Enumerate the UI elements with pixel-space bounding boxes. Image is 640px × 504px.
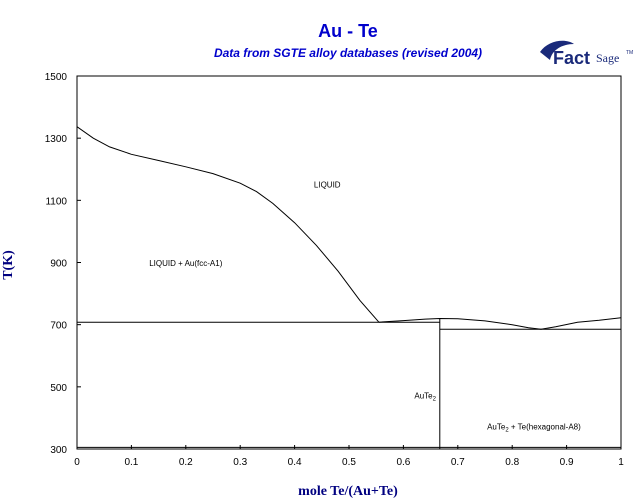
region-label-subscript: 2 (433, 397, 437, 403)
y-axis-title: T(K) (1, 250, 16, 280)
region-label: LIQUID + Au(fcc-A1) (149, 259, 222, 268)
chart-title: Au - Te (318, 21, 378, 41)
x-tick-label: 0.9 (560, 457, 574, 468)
x-tick-label: 0.2 (179, 457, 193, 468)
y-axis-ticks: 300 500 700 900 1100 1300 1500 (45, 72, 81, 456)
region-label-rest: + Te(hexagonal-A8) (509, 423, 581, 432)
y-tick-label: 500 (50, 383, 67, 394)
phase-boundary-liquidus-au-side (76, 126, 380, 323)
region-label-subscript: 2 (505, 428, 509, 434)
logo-trademark: TM (626, 50, 633, 56)
region-label-text: LIQUID (314, 180, 341, 189)
region-label: LIQUID (314, 180, 341, 189)
x-tick-label: 0 (74, 457, 80, 468)
x-tick-label: 0.1 (124, 457, 138, 468)
y-tick-label: 1300 (45, 134, 68, 145)
y-tick-label: 900 (50, 259, 67, 270)
x-tick-label: 0.8 (505, 457, 519, 468)
phase-boundary-liquidus-te-side (378, 317, 622, 330)
x-tick-label: 0.6 (396, 457, 410, 468)
region-label-text: LIQUID + Au(fcc-A1) (149, 259, 222, 268)
factsage-logo: Fact Sage TM (540, 40, 633, 68)
x-tick-label: 0.7 (451, 457, 465, 468)
chart-subtitle: Data from SGTE alloy databases (revised … (214, 46, 482, 60)
logo-word-sage: Sage (596, 51, 619, 65)
y-tick-label: 300 (50, 445, 67, 456)
region-label-text: AuTe (487, 423, 506, 432)
region-label-text: AuTe (414, 392, 433, 401)
x-axis-ticks: 0 0.1 0.2 0.3 0.4 0.5 0.6 0.7 0.8 0.9 1 (74, 445, 624, 468)
phase-boundaries (76, 126, 622, 449)
region-label: AuTe2 + Te(hexagonal-A8) (487, 423, 581, 434)
x-tick-label: 0.4 (288, 457, 302, 468)
region-label: AuTe2 (414, 392, 436, 403)
y-tick-label: 700 (50, 321, 67, 332)
y-tick-label: 1100 (45, 196, 67, 207)
logo-word-fact: Fact (553, 48, 590, 68)
x-tick-label: 0.5 (342, 457, 356, 468)
y-tick-label: 1500 (45, 72, 68, 83)
x-axis-title: mole Te/(Au+Te) (298, 484, 398, 499)
logo-swoosh-icon (540, 40, 574, 60)
x-tick-label: 1 (618, 457, 624, 468)
x-tick-label: 0.3 (233, 457, 247, 468)
